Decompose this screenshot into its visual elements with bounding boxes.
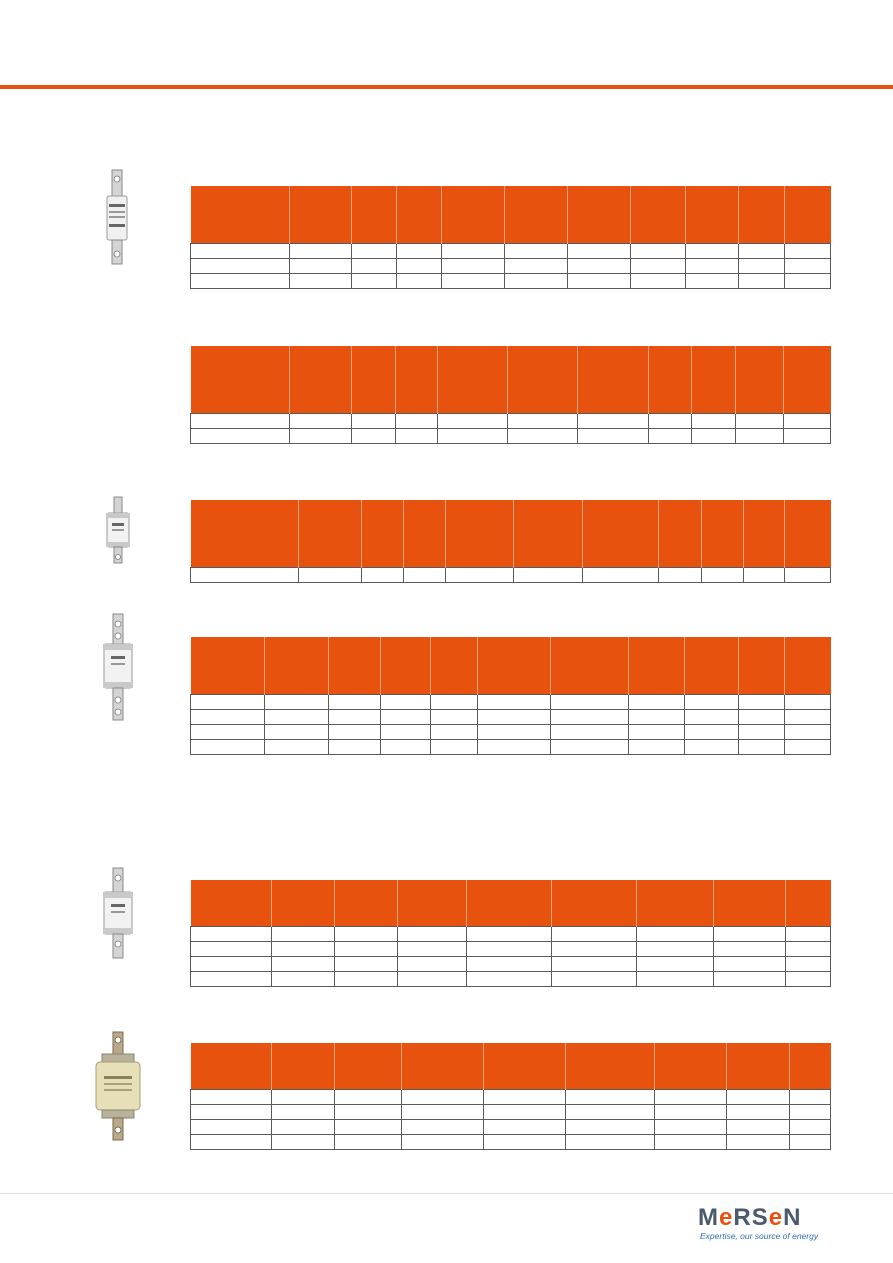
spec-table-3: [190, 500, 831, 583]
logo-tagline: Expertise, our source of energy: [700, 1231, 819, 1241]
table-row: [190, 708, 831, 725]
spec-table-2: [190, 346, 831, 444]
footer-rule: [0, 1193, 893, 1194]
fuse-link-centre-tag-icon: [103, 867, 133, 959]
fuse-photo-4: [96, 866, 140, 962]
table-row: [190, 566, 831, 583]
fuse-link-offset-tag-icon: [106, 496, 130, 564]
table-row: [190, 723, 831, 740]
fuse-link-offset-tag-long-icon: [103, 613, 133, 721]
table-row: [190, 242, 831, 259]
table-row: [190, 955, 831, 972]
table-header: [190, 880, 831, 926]
table-row: [190, 693, 831, 710]
logo-wordmark: MeRSeN: [698, 1204, 802, 1231]
table-row: [190, 1133, 831, 1150]
fuse-photo-5: [90, 1030, 146, 1142]
fuse-link-ceramic-body-icon: [95, 1031, 141, 1141]
spec-table-5: [190, 880, 831, 987]
table-row: [190, 738, 831, 755]
spec-table-1: [190, 186, 831, 289]
table-header: [190, 637, 831, 694]
header-rule: [0, 85, 893, 89]
table-row: [190, 940, 831, 957]
table-row: [190, 257, 831, 274]
table-header: [190, 1043, 831, 1089]
table-row: [190, 1088, 831, 1105]
fuse-photo-2: [100, 495, 136, 567]
table-row: [190, 1118, 831, 1135]
table-header: [190, 346, 831, 413]
fuse-photo-1: [95, 168, 139, 268]
table-row: [190, 1103, 831, 1120]
mersen-logo: MeRSeN Expertise, our source of energy: [698, 1205, 833, 1245]
table-header: [190, 186, 831, 243]
table-row: [190, 970, 831, 987]
fuse-photo-3: [96, 612, 140, 724]
spec-table-4: [190, 637, 831, 755]
fuse-link-bolted-small-icon: [106, 169, 128, 265]
table-row: [190, 925, 831, 942]
table-row: [190, 427, 831, 444]
table-header: [190, 500, 831, 567]
table-row: [190, 272, 831, 289]
spec-table-6: [190, 1043, 831, 1150]
table-row: [190, 412, 831, 429]
